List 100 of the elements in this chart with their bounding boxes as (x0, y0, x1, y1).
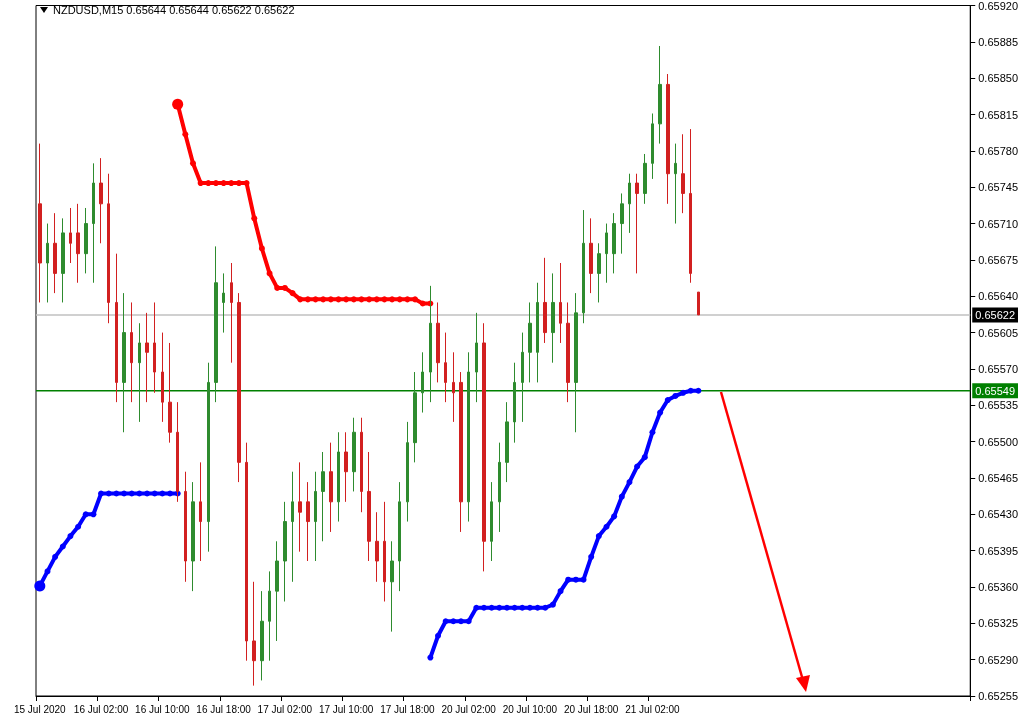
y-tick-label: 0.65290 (978, 653, 1018, 666)
y-tick-label: 0.65920 (978, 0, 1018, 12)
candlestick (406, 421, 409, 523)
point (289, 290, 296, 297)
point (687, 387, 694, 394)
point (649, 429, 656, 436)
point (664, 397, 671, 404)
candlestick (635, 173, 639, 274)
candlestick (643, 153, 647, 205)
candlestick (597, 242, 601, 303)
point (136, 490, 143, 497)
candlestick (76, 203, 80, 284)
candlestick (69, 207, 72, 264)
candlestick (566, 301, 570, 403)
y-tick-label: 0.65640 (978, 290, 1018, 303)
candlestick (260, 590, 264, 681)
candlestick (674, 143, 677, 225)
candlestick (115, 253, 118, 403)
point (480, 604, 487, 611)
point (565, 576, 572, 583)
y-tick-label: 0.65360 (978, 580, 1018, 593)
candlestick (490, 481, 493, 562)
point (67, 533, 74, 540)
x-tick-label: 15 Jul 2020 (13, 703, 67, 715)
point (350, 296, 357, 303)
point (672, 392, 679, 399)
candlestick (413, 371, 417, 463)
candlestick (268, 570, 271, 662)
point (488, 604, 495, 611)
x-tick-label: 17 Jul 10:00 (318, 703, 374, 715)
point (358, 296, 365, 303)
candlestick (237, 292, 241, 483)
x-tick-label: 20 Jul 10:00 (502, 703, 558, 715)
point (258, 245, 265, 252)
point (243, 180, 250, 187)
candlestick (92, 162, 95, 284)
candlestick (589, 217, 593, 294)
candlestick (528, 301, 532, 383)
candlestick (452, 351, 455, 423)
ref-line-label: 0.65622 (975, 308, 1015, 321)
candlestick (306, 481, 310, 562)
candlestick (689, 128, 692, 284)
point (75, 523, 82, 530)
candlestick (559, 262, 562, 344)
candlestick (582, 209, 585, 324)
point (82, 511, 89, 518)
candlestick (122, 292, 126, 433)
candlestick (168, 342, 172, 444)
candlestick (283, 501, 287, 603)
point (381, 296, 388, 303)
candlestick (543, 257, 547, 344)
y-tick-label: 0.65780 (978, 144, 1018, 157)
candlestick (436, 301, 440, 383)
point (450, 618, 457, 625)
point (542, 604, 549, 611)
x-tick-label: 17 Jul 02:00 (257, 703, 313, 715)
point (611, 513, 618, 520)
y-tick-label: 0.65710 (978, 217, 1018, 230)
x-tick-label: 20 Jul 18:00 (563, 703, 619, 715)
point (220, 180, 227, 187)
candlestick (390, 540, 394, 633)
candlestick (505, 401, 509, 483)
x-tick-label: 20 Jul 02:00 (441, 703, 497, 715)
candlestick (184, 471, 187, 583)
candlestick (513, 362, 516, 444)
y-tick-label: 0.65395 (978, 544, 1018, 557)
point (634, 463, 641, 470)
point (549, 601, 556, 608)
x-tick-label: 16 Jul 18:00 (196, 703, 252, 715)
candlestick (398, 481, 401, 592)
point (320, 296, 327, 303)
y-tick-label: 0.65255 (978, 690, 1018, 702)
point (121, 490, 128, 497)
y-tick-label: 0.65570 (978, 362, 1018, 375)
candlestick (230, 262, 233, 364)
point (205, 180, 212, 187)
y-tick-label: 0.65815 (978, 108, 1018, 121)
point (389, 296, 396, 303)
point (59, 543, 66, 550)
point (167, 490, 174, 497)
candlestick (360, 417, 363, 513)
y-tick-label: 0.65430 (978, 508, 1018, 521)
point (618, 493, 625, 500)
point (465, 618, 472, 625)
point (266, 270, 273, 277)
candlestick (161, 332, 164, 423)
candlestick (344, 431, 348, 503)
candlestick (375, 511, 379, 583)
candlestick (421, 351, 424, 414)
point (603, 523, 610, 530)
point (373, 296, 380, 303)
candlestick (383, 501, 386, 603)
point (189, 160, 196, 167)
candlestick (551, 272, 555, 364)
point (641, 454, 648, 461)
point (274, 284, 281, 291)
candlestick (475, 312, 478, 403)
chart-title: NZDUSD,M15 0.65644 0.65644 0.65622 0.65622 (53, 4, 295, 16)
x-tick-label: 21 Jul 02:00 (625, 703, 681, 715)
y-tick-label: 0.65500 (978, 435, 1018, 448)
